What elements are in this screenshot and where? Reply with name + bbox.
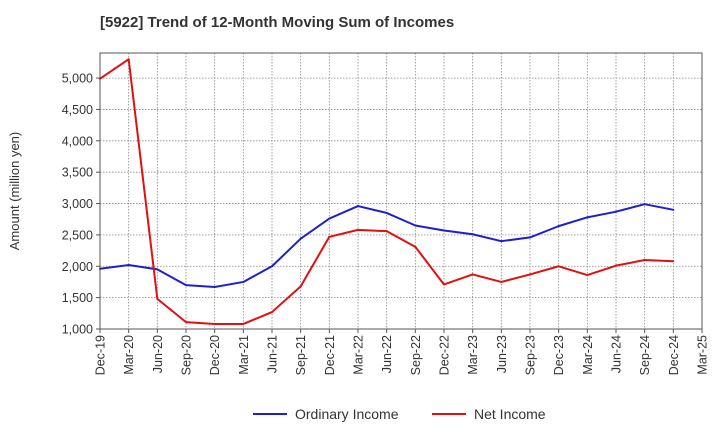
x-tick-label: Mar-20 — [122, 335, 136, 375]
x-tick-label: Mar-22 — [352, 335, 366, 375]
x-tick-label: Sep-21 — [294, 335, 308, 375]
data-point — [443, 283, 445, 286]
data-point — [557, 265, 560, 268]
grid — [100, 53, 702, 330]
data-point — [271, 265, 273, 268]
y-tick-label: 4,500 — [62, 103, 93, 117]
data-point — [414, 224, 417, 227]
x-tick-label: Jun-23 — [495, 335, 509, 373]
data-point — [242, 322, 245, 325]
x-tick-label: Dec-19 — [94, 335, 108, 375]
data-point — [615, 264, 617, 267]
x-tick-label: Sep-24 — [638, 335, 652, 375]
data-point — [385, 230, 388, 233]
series-group — [99, 58, 675, 325]
data-point — [557, 225, 560, 228]
data-point — [242, 280, 245, 283]
y-tick-label: 4,000 — [62, 134, 93, 148]
data-point — [99, 267, 101, 270]
data-point — [156, 268, 159, 271]
data-point — [471, 273, 474, 276]
data-point — [615, 210, 617, 213]
legend-label: Ordinary Income — [295, 406, 399, 422]
x-tick-label: Jun-24 — [610, 335, 624, 373]
x-tick-label: Mar-24 — [581, 335, 595, 375]
data-point — [529, 236, 531, 239]
x-tick-label: Sep-20 — [180, 335, 194, 375]
data-point — [99, 77, 101, 80]
data-point — [471, 233, 474, 236]
y-tick-label: 3,500 — [62, 166, 93, 180]
data-point — [185, 284, 187, 287]
data-point — [213, 322, 216, 325]
legend-label: Net Income — [474, 406, 546, 422]
data-point — [500, 280, 503, 283]
x-tick-label: Mar-23 — [466, 335, 480, 375]
data-point — [271, 311, 273, 314]
chart-title: [5922] Trend of 12-Month Moving Sum of I… — [100, 14, 455, 31]
axes: 1,000 1,500 2,000 2,500 3,000 3,500 4,000 4,500… — [62, 52, 710, 375]
y-tick-label: 1,000 — [62, 323, 93, 337]
data-point — [328, 217, 331, 220]
data-point — [385, 211, 388, 214]
plot-frame — [99, 52, 703, 330]
data-point — [357, 205, 359, 208]
x-tick-label: Jun-21 — [266, 335, 280, 373]
x-tick-label: Dec-20 — [208, 335, 222, 375]
x-tick-label: Dec-22 — [438, 335, 452, 375]
data-point — [357, 228, 359, 231]
data-point — [213, 285, 216, 288]
data-point — [643, 259, 646, 261]
data-point — [672, 260, 675, 263]
data-point — [529, 273, 531, 276]
data-point — [299, 237, 302, 240]
data-point — [299, 285, 302, 288]
x-tick-label: Dec-21 — [323, 335, 337, 375]
x-tick-label: Dec-23 — [552, 335, 566, 375]
data-point — [156, 297, 159, 300]
data-point — [500, 240, 503, 243]
x-tick-label: Mar-25 — [696, 335, 710, 375]
y-tick-label: 1,500 — [62, 291, 93, 305]
x-tick-label: Sep-23 — [524, 335, 538, 375]
x-tick-label: Mar-21 — [237, 335, 251, 375]
x-tick-label: Sep-22 — [409, 335, 423, 375]
data-point — [414, 245, 417, 248]
y-tick-label: 3,000 — [62, 197, 93, 211]
data-point — [672, 208, 675, 211]
x-tick-label: Jun-22 — [380, 335, 394, 373]
data-point — [643, 203, 646, 206]
data-point — [127, 58, 130, 61]
y-tick-label: 5,000 — [62, 72, 93, 86]
data-point — [443, 229, 445, 232]
x-tick-label: Dec-24 — [667, 335, 681, 375]
data-point — [328, 235, 331, 238]
data-point — [127, 264, 130, 267]
y-tick-label: 2,500 — [62, 228, 93, 242]
data-point — [185, 321, 187, 324]
data-point — [586, 216, 589, 219]
legend: Ordinary Income Net Income — [253, 406, 546, 422]
y-tick-label: 2,000 — [62, 260, 93, 274]
data-point — [586, 274, 589, 277]
y-axis-label: Amount (million yen) — [7, 132, 22, 251]
x-tick-label: Jun-20 — [151, 335, 165, 373]
